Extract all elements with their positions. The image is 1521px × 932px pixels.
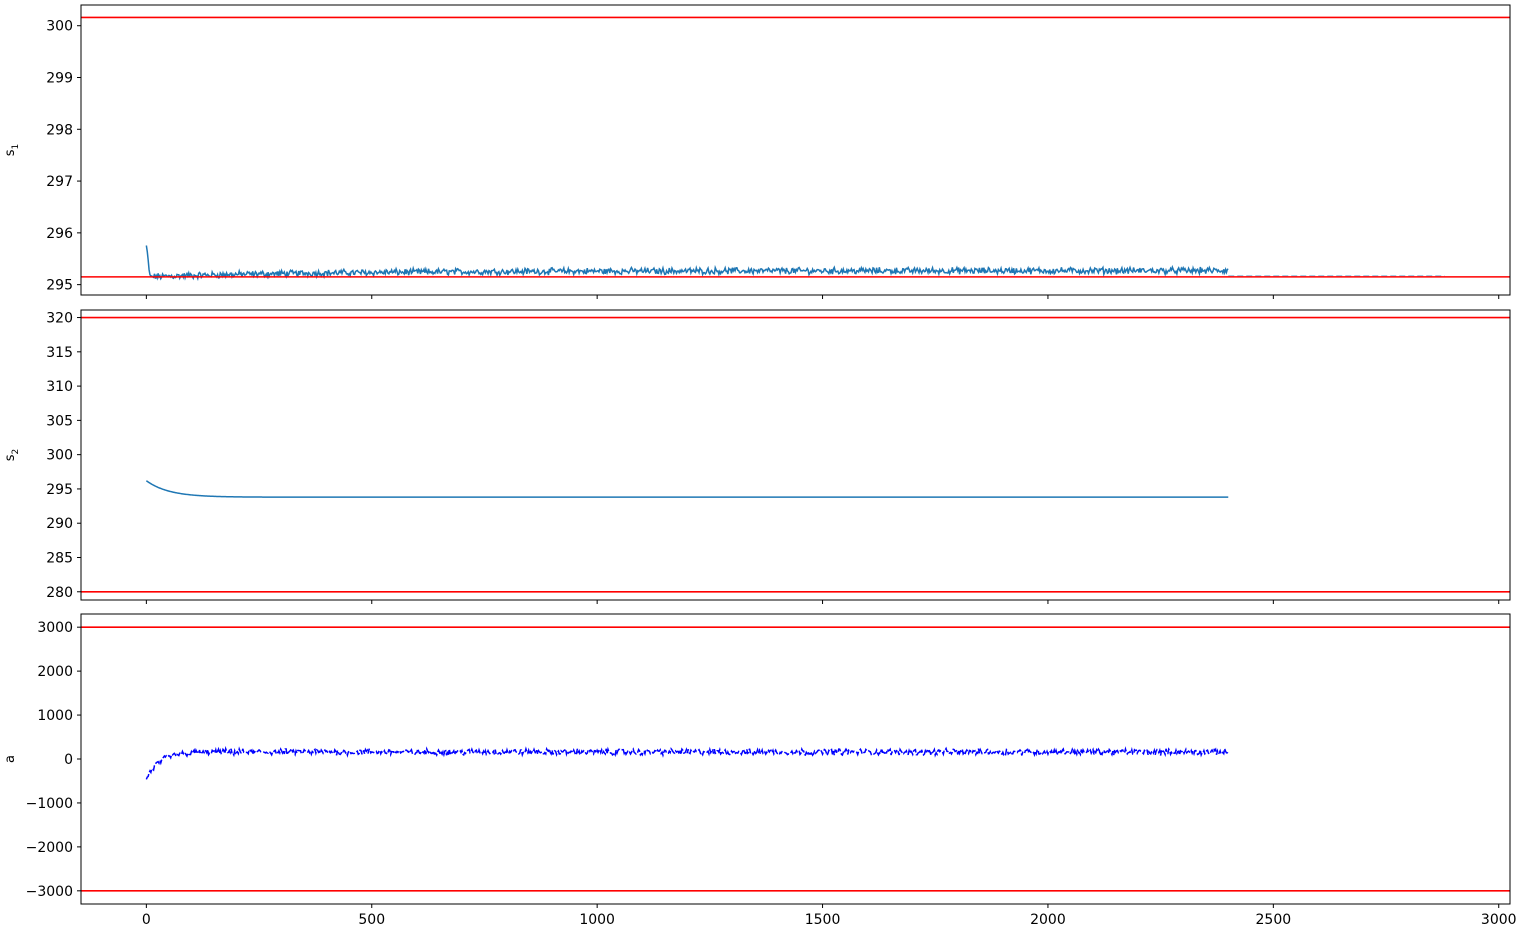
y-tick-label: 298 [46, 122, 73, 138]
x-tick-label: 3000 [1481, 912, 1517, 928]
y-tick-label: 290 [46, 516, 73, 532]
y-tick-label: 297 [46, 174, 73, 190]
y-tick-label: 2000 [37, 664, 73, 680]
y-tick-label: 305 [46, 413, 73, 429]
y-tick-label: 285 [46, 550, 73, 566]
x-tick-label: 2000 [1030, 912, 1066, 928]
plot-area [81, 16, 1510, 282]
y-axis-label: s1 [3, 144, 21, 157]
y-tick-label: 3000 [37, 620, 73, 636]
y-tick-label: 299 [46, 71, 73, 87]
series-line-1 [145, 745, 1229, 780]
y-tick-label: 295 [46, 278, 73, 294]
x-tick-label: 0 [142, 912, 151, 928]
series-line-1 [145, 245, 1229, 282]
y-tick-label: 0 [64, 752, 73, 768]
chart-panel-1: 295 296 297 298 299 300 s1 [3, 4, 1511, 299]
x-tick-label: 500 [358, 912, 385, 928]
y-tick-label: 296 [46, 226, 73, 242]
y-tick-label: −3000 [26, 884, 73, 900]
chart-panel-3: −3000 −2000 −1000 0 1000 2000 3000 0 500 1000 1500… [3, 613, 1517, 928]
x-tick-label: 1500 [805, 912, 841, 928]
series-line-1 [145, 480, 1229, 498]
y-tick-label: 310 [46, 379, 73, 395]
chart-panel-2: 280 285 290 295 300 305 310 315 320 s2 [3, 309, 1511, 604]
y-tick-label: 320 [46, 311, 73, 327]
y-tick-label: 300 [46, 19, 73, 35]
x-tick-label: 2500 [1256, 912, 1292, 928]
y-tick-label: 315 [46, 345, 73, 361]
plot-area [81, 626, 1510, 892]
y-axis-label: s2 [3, 449, 21, 462]
plot-area [81, 316, 1510, 593]
y-axis-label: a [3, 755, 18, 763]
y-tick-label: 300 [46, 448, 73, 464]
y-tick-label: 1000 [37, 708, 73, 724]
y-tick-label: 280 [46, 585, 73, 601]
y-tick-label: −1000 [26, 796, 73, 812]
y-tick-label: −2000 [26, 840, 73, 856]
x-tick-label: 1000 [579, 912, 615, 928]
axes-frame [80, 4, 1511, 296]
y-tick-label: 295 [46, 482, 73, 498]
